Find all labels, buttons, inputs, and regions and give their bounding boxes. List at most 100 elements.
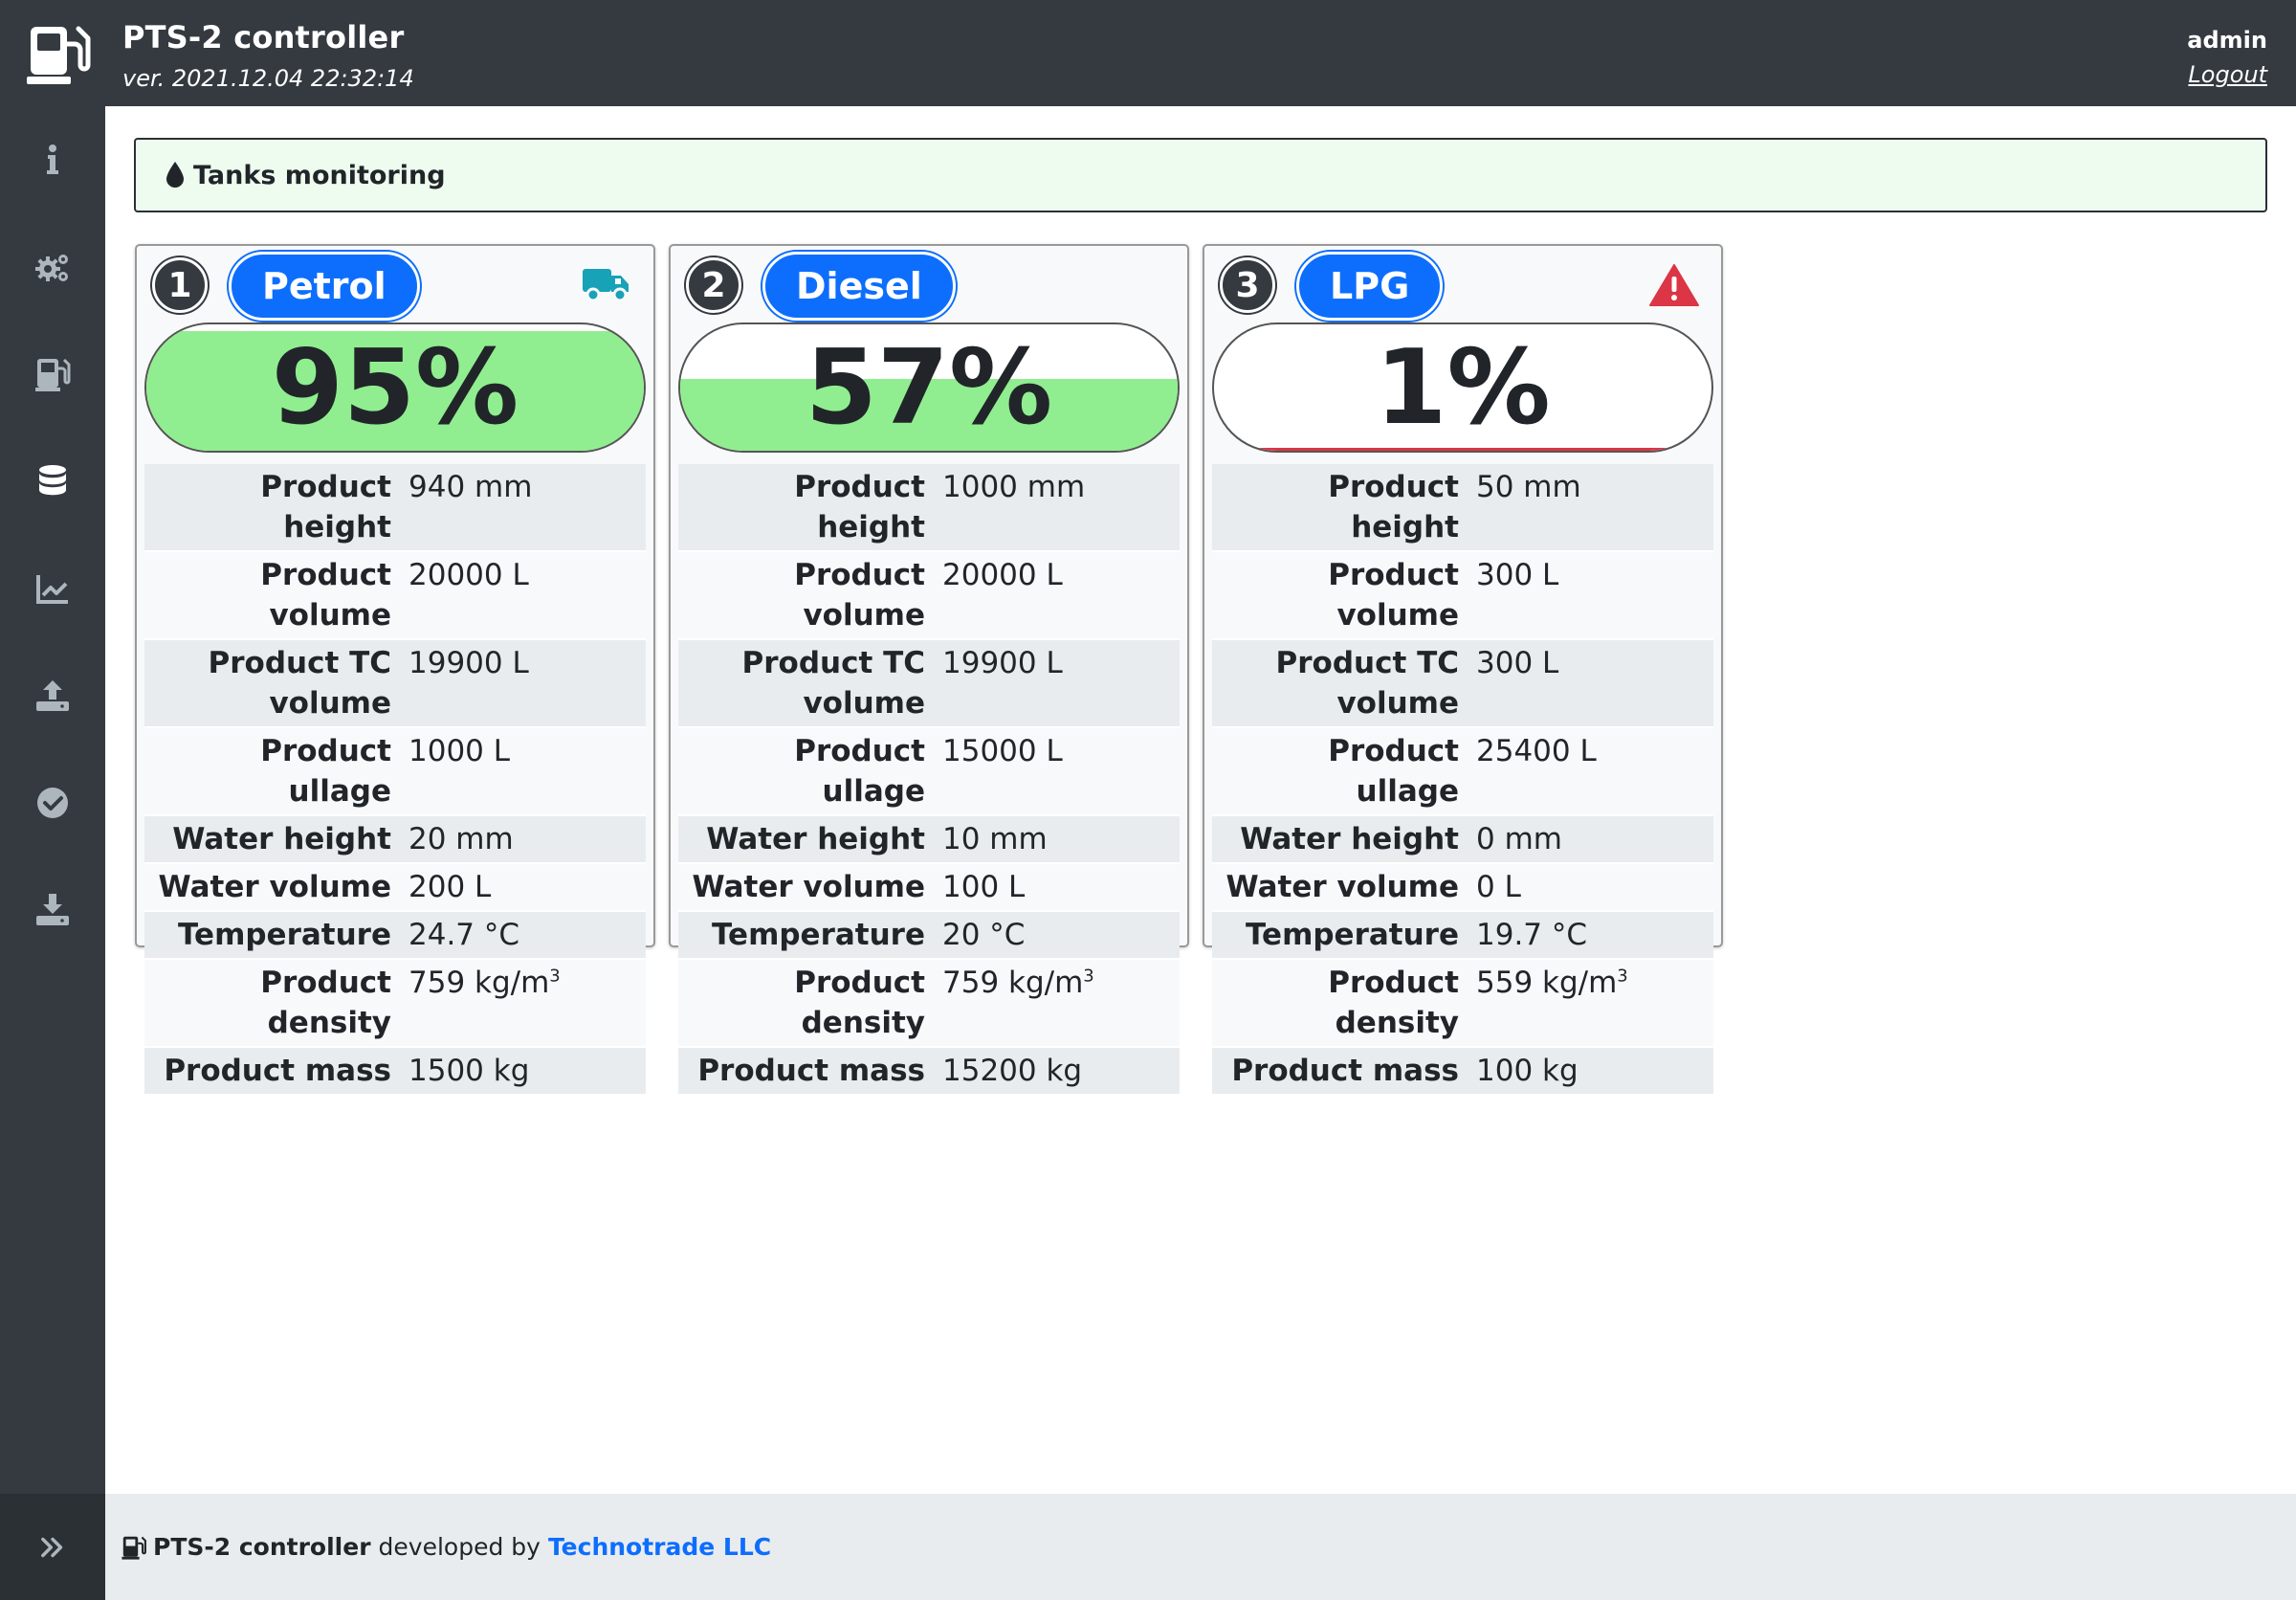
product-badge[interactable]: LPG [1296,252,1444,321]
fuel-pump-icon[interactable] [27,21,96,88]
value-text: 24.7 °C [408,918,520,952]
row-label: Temperature [178,918,391,952]
row-value: 15000 L [937,727,1180,815]
row-label: Water height [172,822,391,856]
sidebar-item-tanks[interactable] [0,443,105,520]
row-label: Product density [794,966,925,1040]
value-text: 20 °C [942,918,1026,952]
value-superscript: 3 [549,966,561,987]
sidebar-item-settings[interactable] [0,229,105,305]
table-row: Product height 50 mm [1212,464,1713,551]
row-label: Product density [1328,966,1459,1040]
value-text: 200 L [408,870,492,904]
level-gauge: 1% [1212,322,1713,453]
value-text: 1500 kg [408,1054,530,1088]
table-row: Product density 559 kg/m3 [1212,959,1713,1047]
row-value: 20 mm [403,815,646,863]
double-chevron-right-icon [41,1537,63,1557]
row-label: Water height [706,822,925,856]
row-label: Product TC volume [1275,646,1459,721]
value-text: 19900 L [408,646,529,680]
row-value: 300 L [1470,639,1713,727]
sidebar-item-reports[interactable] [0,550,105,627]
table-row: Product mass 1500 kg [144,1047,646,1095]
value-text: 50 mm [1476,470,1581,504]
row-value: 100 L [937,863,1180,911]
app-header: PTS-2 controller ver. 2021.12.04 22:32:1… [0,0,2296,106]
value-superscript: 3 [1083,966,1094,987]
fuel-pump-icon [121,1536,146,1560]
table-row: Product mass 100 kg [1212,1047,1713,1095]
value-text: 10 mm [942,822,1048,856]
value-text: 15000 L [942,734,1063,768]
value-text: 25400 L [1476,734,1597,768]
level-fill [146,331,644,451]
row-value: 20000 L [403,551,646,639]
sidebar-item-upload[interactable] [0,657,105,734]
table-row: Water volume 100 L [678,863,1180,911]
sidebar-item-pumps[interactable] [0,336,105,412]
level-fill [1214,448,1711,451]
row-label: Water volume [692,870,925,904]
sidebar-item-status[interactable] [0,765,105,841]
table-row: Water volume 200 L [144,863,646,911]
row-value: 200 L [403,863,646,911]
sidebar-item-info[interactable] [0,122,105,198]
table-row: Product density 759 kg/m3 [678,959,1180,1047]
tank-card[interactable]: 2 Diesel 57% Product height 1000 mm Product v… [669,244,1189,1095]
table-row: Water height 20 mm [144,815,646,863]
product-badge[interactable]: Diesel [762,252,956,321]
table-row: Product density 759 kg/m3 [144,959,646,1047]
tank-number-badge: 2 [686,257,741,313]
row-value: 24.7 °C [403,911,646,959]
table-row: Water height 10 mm [678,815,1180,863]
value-text: 15200 kg [942,1054,1083,1088]
row-label: Product TC volume [208,646,391,721]
value-text: 0 L [1476,870,1521,904]
product-badge[interactable]: Petrol [229,252,420,321]
footer-product: PTS-2 controller [153,1533,371,1561]
table-row: Product volume 300 L [1212,551,1713,639]
row-value: 300 L [1470,551,1713,639]
row-label: Product density [260,966,391,1040]
page-title: Tanks monitoring [193,160,446,190]
tank-details-table: Product height 1000 mm Product volume 20000… [678,464,1180,1096]
value-text: 759 kg/m [942,966,1084,1000]
company-link[interactable]: Technotrade LLC [547,1533,772,1561]
logout-link[interactable]: Logout [2188,61,2267,88]
user-name: admin [2187,27,2267,54]
value-text: 759 kg/m [408,966,550,1000]
footer: PTS-2 controller developed by Technotrad… [105,1494,2296,1600]
upload-icon [36,680,69,711]
row-value: 0 L [1470,863,1713,911]
row-label: Product mass [1231,1054,1459,1088]
check-circle-icon [37,788,68,818]
download-icon [36,894,69,925]
table-row: Temperature 20 °C [678,911,1180,959]
tank-card[interactable]: 3 LPG 1% Product height 50 mm Product volume 3… [1203,244,1723,1095]
level-fill [680,379,1178,451]
sidebar-toggle-button[interactable] [0,1494,105,1600]
tank-card[interactable]: 1 Petrol 95% Product height 940 mm Product vo… [135,244,655,1095]
table-row: Product ullage 15000 L [678,727,1180,815]
row-value: 1000 mm [937,464,1180,551]
row-value: 20000 L [937,551,1180,639]
row-value: 759 kg/m3 [937,959,1180,1047]
sidebar-item-download[interactable] [0,872,105,948]
row-value: 10 mm [937,815,1180,863]
row-label: Product TC volume [741,646,925,721]
value-text: 1000 L [408,734,511,768]
row-label: Product mass [697,1054,925,1088]
level-gauge: 95% [144,322,646,453]
value-text: 559 kg/m [1476,966,1618,1000]
value-text: 19.7 °C [1476,918,1588,952]
page-title-banner: Tanks monitoring [134,138,2267,212]
row-value: 25400 L [1470,727,1713,815]
droplet-icon [166,162,184,188]
row-label: Temperature [712,918,925,952]
footer-developed-by: developed by [378,1533,541,1561]
row-value: 19.7 °C [1470,911,1713,959]
row-value: 15200 kg [937,1047,1180,1095]
table-row: Product height 1000 mm [678,464,1180,551]
row-label: Product volume [794,558,925,633]
